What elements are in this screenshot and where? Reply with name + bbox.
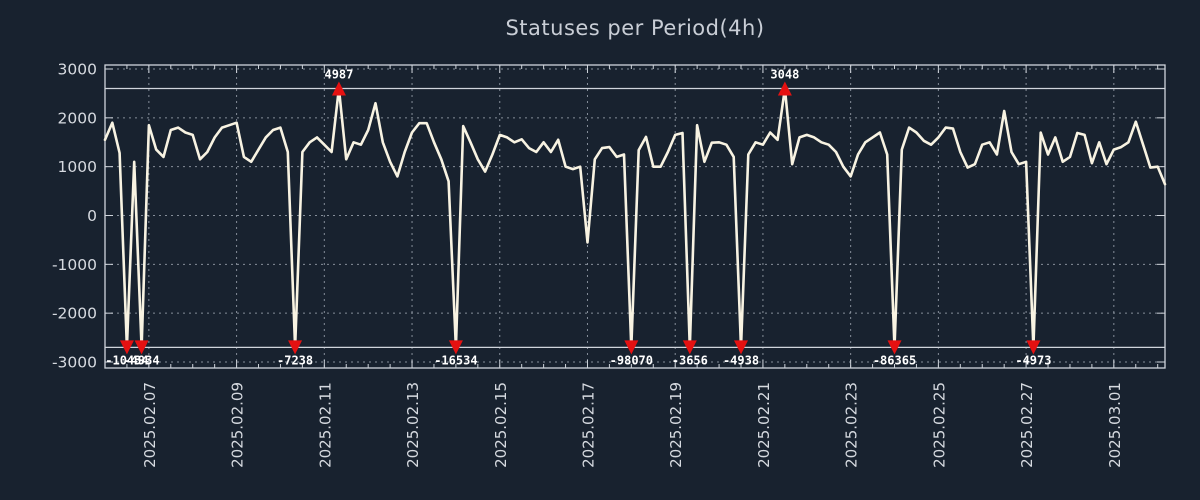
chart-title: Statuses per Period(4h) [505,16,765,40]
anomaly-label: -98070 [610,353,653,367]
y-tick-label: -1000 [52,256,97,274]
y-tick-label: 2000 [58,109,97,127]
anomaly-marker-down [288,340,303,355]
anomaly-label: -4973 [1015,353,1051,367]
anomaly-label: -7238 [277,353,313,367]
x-tick-label: 2025.02.13 [404,382,422,468]
x-tick-label: 2025.03.01 [1106,382,1124,468]
x-tick-label: 2025.02.23 [843,382,861,468]
x-tick-label: 2025.02.17 [579,382,597,468]
y-tick-label: 0 [87,207,97,225]
anomaly-marker-down [682,340,697,355]
anomaly-label: -16534 [434,353,477,367]
x-tick-label: 2025.02.21 [755,382,773,468]
anomaly-label: -4938 [723,353,759,367]
anomaly-label: 4987 [324,68,353,82]
anomaly-marker-down [1026,340,1041,355]
y-tick-label: -3000 [52,354,97,372]
anomaly-marker-up [777,81,792,96]
plot-frame [104,64,1166,369]
anomaly-label: 3048 [770,68,799,82]
anomaly-marker-down [624,340,639,355]
y-tick-label: -2000 [52,305,97,323]
anomaly-marker-down [134,340,149,355]
x-tick-label: 2025.02.11 [316,382,334,468]
anomaly-label: -10434 [105,353,148,367]
x-tick-label: 2025.02.07 [141,382,159,468]
anomaly-marker-up [331,81,346,96]
x-tick-label: 2025.02.15 [492,382,510,468]
x-tick-label: 2025.02.09 [229,382,247,468]
x-tick-label: 2025.02.27 [1018,382,1036,468]
x-tick-label: 2025.02.19 [667,382,685,468]
anomaly-marker-down [448,340,463,355]
y-tick-label: 3000 [58,61,97,79]
anomaly-label: -3656 [672,353,708,367]
y-tick-label: 1000 [58,158,97,176]
anomaly-label: -4934 [123,353,159,367]
anomaly-marker-down [119,340,134,355]
data-line [103,87,1167,349]
anomaly-marker-down [887,340,902,355]
anomaly-marker-down [734,340,748,355]
anomaly-label: -86365 [873,353,916,367]
x-tick-label: 2025.02.25 [930,382,948,468]
